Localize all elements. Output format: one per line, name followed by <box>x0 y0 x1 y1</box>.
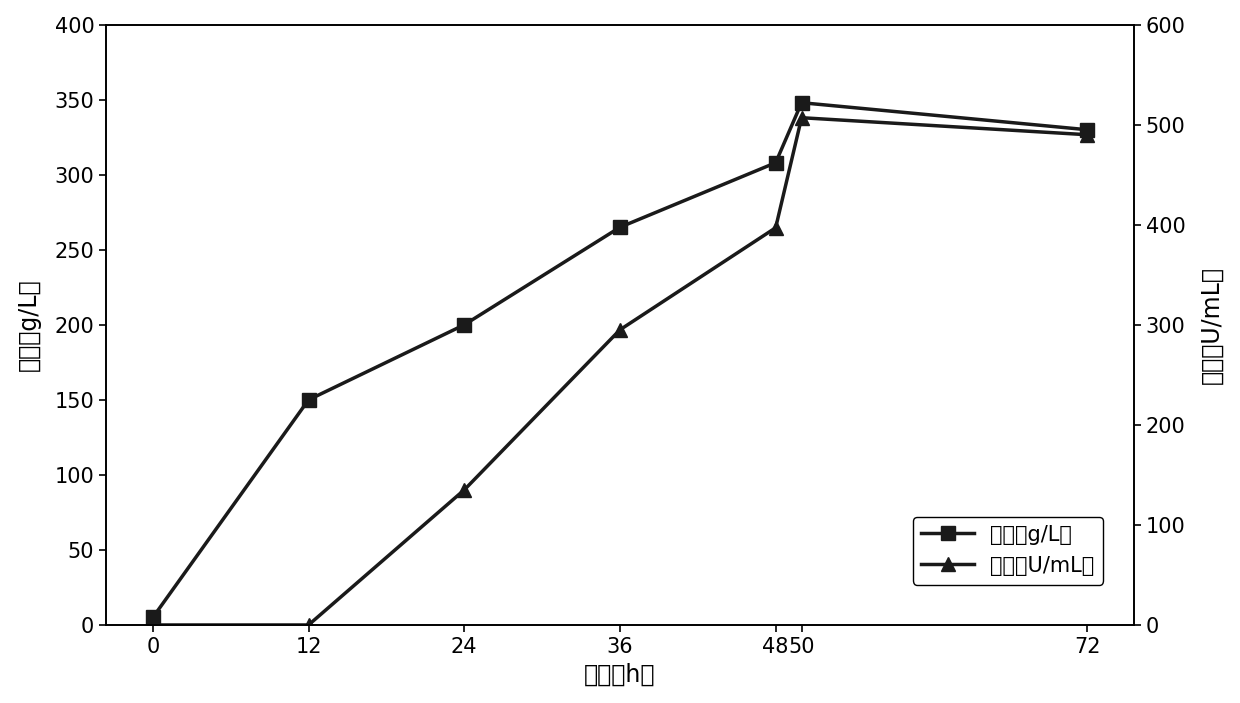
湿重（g/L） <box>769 158 784 167</box>
湿重（g/L） <box>1080 126 1095 134</box>
酶活（U/mL） <box>769 224 784 232</box>
酶活（U/mL） <box>794 113 808 122</box>
酶活（U/mL） <box>301 621 316 629</box>
Line: 湿重（g/L）: 湿重（g/L） <box>146 96 1094 624</box>
酶活（U/mL） <box>456 486 471 494</box>
酶活（U/mL） <box>1080 131 1095 139</box>
Y-axis label: 湿重（g/L）: 湿重（g/L） <box>16 278 41 371</box>
酶活（U/mL） <box>145 621 160 629</box>
Legend: 湿重（g/L）, 酶活（U/mL）: 湿重（g/L）, 酶活（U/mL） <box>913 517 1102 584</box>
湿重（g/L） <box>456 321 471 329</box>
Y-axis label: 酶活（U/mL）: 酶活（U/mL） <box>1199 266 1224 384</box>
酶活（U/mL） <box>613 325 627 334</box>
湿重（g/L） <box>145 613 160 621</box>
Line: 酶活（U/mL）: 酶活（U/mL） <box>146 111 1094 632</box>
湿重（g/L） <box>301 396 316 404</box>
湿重（g/L） <box>613 223 627 231</box>
X-axis label: 时间（h）: 时间（h） <box>584 662 656 686</box>
湿重（g/L） <box>794 98 808 107</box>
